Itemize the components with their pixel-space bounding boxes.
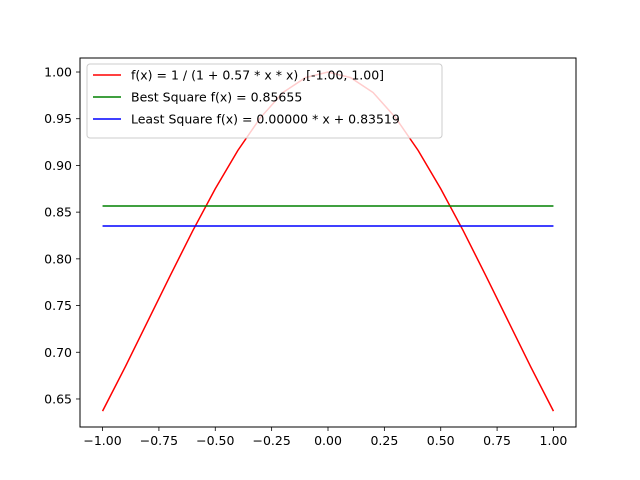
x-tick-label: −0.25 <box>252 433 290 448</box>
x-tick-label: 0.75 <box>483 433 511 448</box>
y-tick-label: 0.65 <box>44 391 72 406</box>
x-tick-label: 0.50 <box>427 433 455 448</box>
x-axis: −1.00 −0.75 −0.50 −0.25 0.00 0.25 0.50 0.75 1.00 <box>83 427 567 448</box>
y-tick-label: 0.85 <box>44 205 72 220</box>
y-tick-label: 0.90 <box>44 158 72 173</box>
x-tick-label: 0.00 <box>314 433 342 448</box>
legend: f(x) = 1 / (1 + 0.57 * x * x) ,[-1.00, 1… <box>86 63 443 139</box>
x-tick-label: 1.00 <box>540 433 568 448</box>
y-tick-label: 0.95 <box>44 111 72 126</box>
x-tick-label: −1.00 <box>83 433 121 448</box>
y-axis: 0.65 0.70 0.75 0.80 0.85 0.90 0.95 1.00 <box>44 65 80 406</box>
legend-label-0: f(x) = 1 / (1 + 0.57 * x * x) ,[-1.00, 1… <box>131 68 384 83</box>
legend-label-1: Best Square f(x) = 0.85655 <box>131 90 302 105</box>
x-tick-label: −0.75 <box>140 433 178 448</box>
y-tick-label: 0.75 <box>44 298 72 313</box>
x-tick-label: 0.25 <box>370 433 398 448</box>
y-tick-label: 1.00 <box>44 65 72 80</box>
legend-label-2: Least Square f(x) = 0.00000 * x + 0.8351… <box>131 112 400 127</box>
y-tick-label: 0.80 <box>44 251 72 266</box>
x-tick-label: −0.50 <box>196 433 234 448</box>
y-tick-label: 0.70 <box>44 345 72 360</box>
legend-box <box>86 63 443 139</box>
